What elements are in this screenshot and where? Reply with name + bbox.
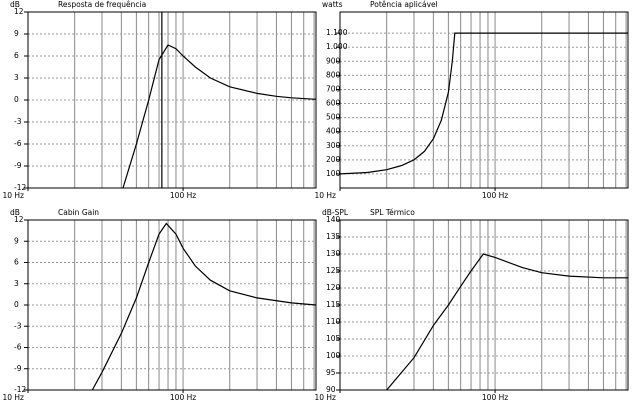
y-tick-label: 110	[326, 317, 341, 326]
y-tick-label: 1.000	[326, 42, 348, 51]
x-tick-label: 100 Hz	[170, 191, 196, 200]
y-tick-label: -3	[14, 117, 22, 126]
y-tick-label: 1.100	[326, 28, 348, 37]
y-tick-label: 300	[326, 141, 341, 150]
y-tick-label: 0	[14, 300, 19, 309]
y-tick-label: 200	[326, 155, 341, 164]
plot-frame	[339, 219, 629, 391]
y-tick-label: 3	[14, 73, 19, 82]
chart-title: Potência aplicável	[370, 0, 438, 9]
y-tick-label: 115	[326, 300, 341, 309]
y-axis-label: dB-SPL	[322, 208, 349, 217]
x-tick-label: 10 Hz	[2, 393, 24, 402]
chart-title: Cabin Gain	[58, 208, 99, 217]
x-tick-label: 10 Hz	[2, 191, 24, 200]
plot-frame	[27, 219, 317, 391]
y-tick-label: 9	[14, 236, 19, 245]
curve	[122, 44, 316, 188]
y-tick-label: 6	[14, 258, 19, 267]
chart-title: Resposta de frequência	[58, 0, 146, 9]
y-tick-label: 12	[14, 215, 24, 224]
y-tick-label: -6	[14, 139, 22, 148]
y-tick-label: 135	[326, 232, 341, 241]
y-axis-label: watts	[322, 0, 343, 9]
y-tick-label: -12	[14, 385, 26, 394]
y-tick-label: 3	[14, 279, 19, 288]
y-tick-label: 0	[14, 95, 19, 104]
y-tick-label: -6	[14, 343, 22, 352]
y-tick-label: 400	[326, 127, 341, 136]
y-tick-label: 120	[326, 283, 341, 292]
y-tick-label: 90	[326, 385, 336, 394]
y-tick-label: -3	[14, 321, 22, 330]
y-tick-label: 125	[326, 266, 341, 275]
y-tick-label: 600	[326, 99, 341, 108]
y-tick-label: 900	[326, 56, 341, 65]
y-tick-label: 100	[326, 169, 341, 178]
y-tick-label: 12	[14, 7, 24, 16]
y-tick-label: -9	[14, 161, 22, 170]
y-tick-label: -9	[14, 364, 22, 373]
y-axis-label: dB	[10, 208, 20, 217]
curve	[386, 253, 628, 390]
plot-frame	[27, 11, 317, 189]
x-tick-label: 10 Hz	[314, 393, 336, 402]
y-tick-label: 6	[14, 51, 19, 60]
y-tick-label: 500	[326, 113, 341, 122]
y-tick-label: 130	[326, 249, 341, 258]
y-tick-label: 100	[326, 351, 341, 360]
y-tick-label: 9	[14, 29, 19, 38]
y-tick-label: 95	[326, 368, 336, 377]
y-tick-label: 700	[326, 84, 341, 93]
y-tick-label: 105	[326, 334, 341, 343]
curve	[91, 222, 316, 390]
y-tick-label: -12	[14, 183, 26, 192]
chart-title: SPL Térmico	[370, 208, 415, 217]
x-tick-label: 100 Hz	[482, 393, 508, 402]
x-tick-label: 100 Hz	[170, 393, 196, 402]
x-tick-label: 10 Hz	[314, 191, 336, 200]
x-tick-label: 100 Hz	[482, 191, 508, 200]
y-tick-label: 800	[326, 70, 341, 79]
plot-frame	[339, 11, 629, 189]
y-tick-label: 140	[326, 215, 341, 224]
y-axis-label: dB	[10, 0, 20, 9]
curve	[340, 32, 628, 175]
